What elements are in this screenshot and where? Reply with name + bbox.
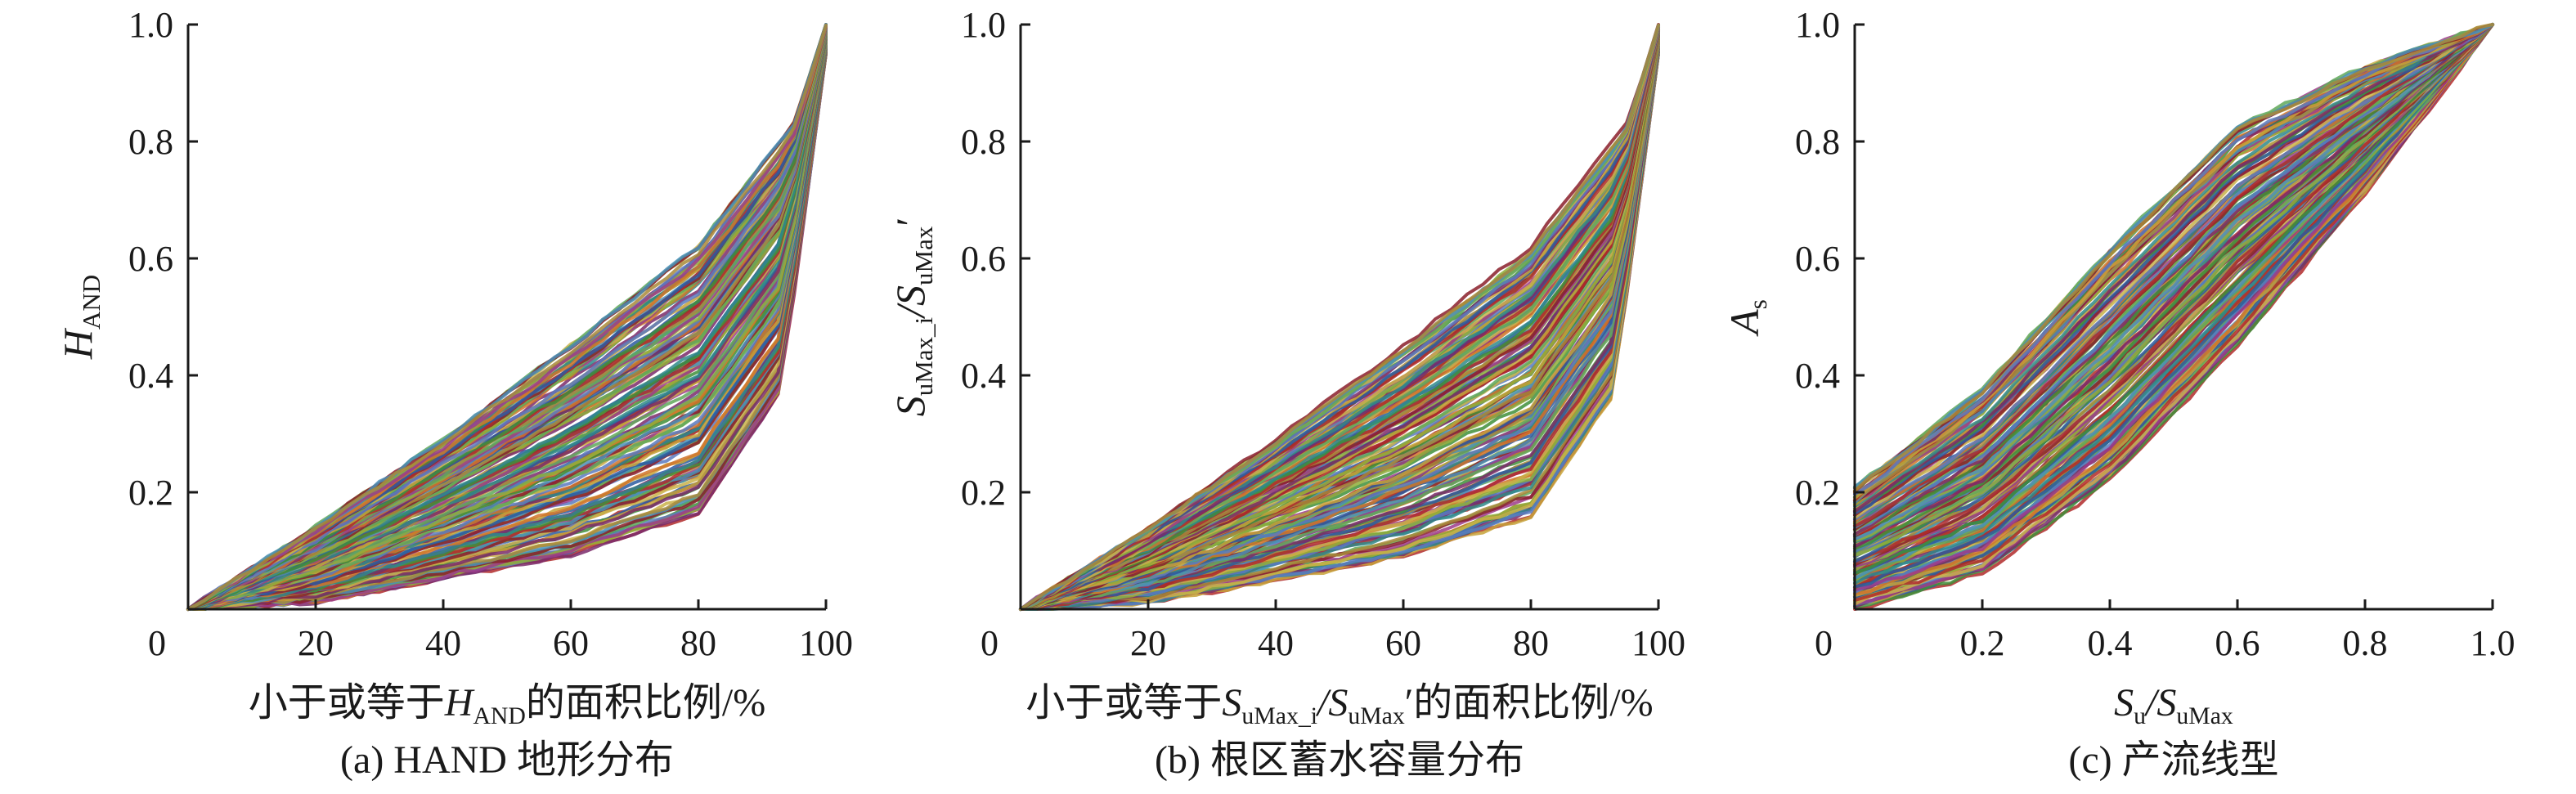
- series-group: [1853, 23, 2494, 611]
- series-line: [186, 37, 828, 611]
- y-tick-label: 1.0: [961, 5, 1006, 45]
- series-line: [1019, 36, 1660, 611]
- panel-caption: (c) 产流线型: [2068, 738, 2278, 782]
- series-line: [1853, 23, 2494, 592]
- series-group: [186, 23, 828, 611]
- y-axis-label: As: [1721, 299, 1772, 337]
- panel-a: 0 20 40 60 80 100 0.2 0.4 0.6 0.8 1.0 HAND 小于或等于HAND…: [55, 5, 853, 782]
- panel-c: 0 0.2 0.4 0.6 0.8 1.0 0.2 0.4 0.6 0.8 1.0 As Su/SuMa…: [1721, 5, 2515, 782]
- series-line: [186, 39, 828, 611]
- series-line: [1019, 33, 1660, 611]
- x-tick-label: 60: [1385, 623, 1421, 663]
- series-line: [1853, 23, 2494, 558]
- series-line: [186, 44, 828, 611]
- x-tick-label: 100: [1631, 623, 1685, 663]
- y-tick-label: 0.8: [961, 122, 1006, 162]
- series-line: [1853, 23, 2494, 528]
- x-axis-label: 小于或等于SuMax_i/SuMax′的面积比例/%: [1025, 681, 1653, 729]
- series-line: [1019, 39, 1660, 611]
- series-line: [1019, 23, 1660, 611]
- y-tick-label: 1.0: [128, 5, 173, 45]
- y-tick-label: 0.6: [961, 239, 1006, 279]
- series-line: [186, 50, 828, 611]
- y-tick-label: 0.2: [1795, 473, 1840, 513]
- panel-caption: (a) HAND 地形分布: [340, 738, 674, 782]
- series-line: [1853, 23, 2494, 585]
- y-tick-label: 0.2: [128, 473, 173, 513]
- x-tick-label: 0.4: [2088, 623, 2133, 663]
- y-tick-label: 0.8: [128, 122, 173, 162]
- x-tick-label: 20: [1130, 623, 1166, 663]
- series-line: [1853, 23, 2494, 541]
- y-tick-label: 0.4: [1795, 356, 1840, 396]
- x-tick-label: 0.2: [1960, 623, 2005, 663]
- series-line: [1853, 23, 2494, 564]
- y-tick-label: 1.0: [1795, 5, 1840, 45]
- y-tick-label: 0.4: [128, 356, 173, 396]
- x-tick-label: 0: [981, 623, 999, 663]
- series-line: [1853, 23, 2494, 493]
- x-tick-label: 0.6: [2215, 623, 2260, 663]
- series-line: [1853, 23, 2494, 508]
- series-group: [1019, 23, 1660, 611]
- series-line: [1853, 23, 2494, 521]
- series-line: [1853, 23, 2494, 549]
- y-tick-label: 0.8: [1795, 122, 1840, 162]
- series-line: [1853, 23, 2494, 514]
- series-line: [1019, 47, 1660, 611]
- x-tick-label: 0: [148, 623, 166, 663]
- y-axis-label: SuMax_i/SuMax′: [887, 218, 938, 417]
- x-axis-label: Su/SuMax: [2114, 681, 2233, 729]
- series-line: [1853, 23, 2494, 500]
- y-tick-label: 0.4: [961, 356, 1006, 396]
- y-tick-label: 0.2: [961, 473, 1006, 513]
- x-tick-label: 40: [425, 623, 461, 663]
- x-tick-label: 20: [298, 623, 334, 663]
- x-tick-label: 1.0: [2471, 623, 2515, 663]
- series-line: [1019, 43, 1660, 611]
- series-line: [186, 46, 828, 611]
- x-axis-label: 小于或等于HAND的面积比例/%: [249, 681, 765, 729]
- x-tick-label: 0: [1815, 623, 1833, 663]
- x-tick-label: 40: [1258, 623, 1294, 663]
- y-axis-label: HAND: [55, 275, 105, 360]
- series-line: [186, 29, 828, 611]
- panel-caption: (b) 根区蓄水容量分布: [1155, 738, 1524, 782]
- series-line: [1019, 42, 1660, 611]
- x-tick-label: 60: [553, 623, 589, 663]
- x-tick-label: 100: [799, 623, 853, 663]
- series-line: [1853, 23, 2494, 589]
- x-tick-label: 0.8: [2343, 623, 2388, 663]
- series-line: [1853, 23, 2494, 540]
- y-tick-label: 0.6: [1795, 239, 1840, 279]
- series-line: [1853, 23, 2494, 576]
- x-tick-label: 80: [680, 623, 716, 663]
- panel-b: 0 20 40 60 80 100 0.2 0.4 0.6 0.8 1.0 SuMax_i/SuMax…: [887, 5, 1685, 782]
- y-tick-label: 0.6: [128, 239, 173, 279]
- x-tick-label: 80: [1513, 623, 1549, 663]
- series-line: [1019, 52, 1660, 611]
- series-line: [186, 23, 828, 611]
